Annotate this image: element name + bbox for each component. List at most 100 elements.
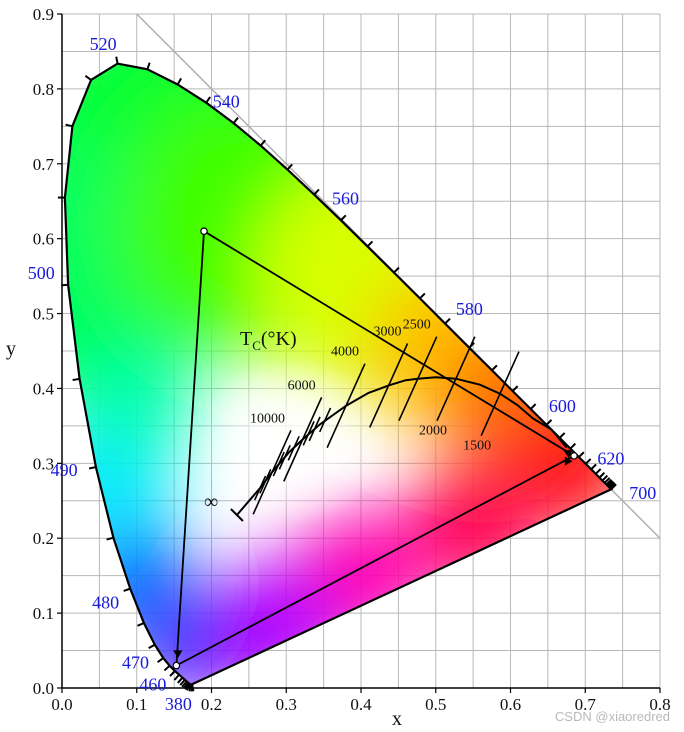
isotherm-major <box>283 397 323 482</box>
isotherm-minor <box>253 475 267 501</box>
wavelength-label: 460 <box>139 674 166 694</box>
y-tick-label: 0.9 <box>33 5 54 24</box>
locus-tick <box>584 458 592 465</box>
locus-tick <box>156 657 164 663</box>
x-axis-title: x <box>392 708 402 730</box>
isotherm-label: 2500 <box>403 318 431 333</box>
y-tick-label: 0.3 <box>33 454 54 473</box>
locus-tick <box>590 463 597 471</box>
x-tick-label: 0.1 <box>126 695 147 714</box>
wavelength-label: 600 <box>549 396 576 416</box>
locus-tick <box>595 468 602 475</box>
locus-tick <box>313 188 320 196</box>
locus-tick <box>569 442 577 450</box>
locus-tick <box>286 163 293 171</box>
color-blob <box>82 349 191 458</box>
y-axis-title: y <box>6 338 16 360</box>
x-tick-label: 0.2 <box>201 695 222 714</box>
locus-tick <box>511 385 519 392</box>
planckian-curve <box>236 376 568 516</box>
isotherm-label: 4000 <box>331 345 359 360</box>
x-tick-label: 0.4 <box>350 695 372 714</box>
y-tick-label: 0.2 <box>33 529 54 548</box>
locus-tick <box>444 317 451 325</box>
locus-tick <box>558 432 566 439</box>
isotherm-minor <box>308 416 321 442</box>
y-tick-label: 0.7 <box>33 155 55 174</box>
wavelength-label: 500 <box>28 263 55 283</box>
isotherm-label: 1500 <box>463 439 491 454</box>
y-tick-label: 0.1 <box>33 604 54 623</box>
planckian-end-cap <box>230 508 244 522</box>
wavelength-label: 490 <box>51 460 78 480</box>
wavelength-label: 480 <box>92 593 119 613</box>
isotherm-minor <box>278 445 291 470</box>
triangle-arrowhead <box>563 449 573 459</box>
isotherm-label: 6000 <box>288 378 316 393</box>
locus-tick <box>169 670 176 677</box>
locus-tick <box>232 116 239 124</box>
locus-tick <box>123 587 131 592</box>
locus-tick <box>177 677 184 684</box>
planckian-locus <box>230 336 568 522</box>
locus-tick <box>545 419 553 426</box>
triangle-arrowhead <box>173 650 183 659</box>
wavelength-label: 580 <box>456 299 483 319</box>
isotherm-minor <box>272 451 285 477</box>
locus-tick <box>146 62 151 70</box>
wavelength-label: 560 <box>332 189 359 209</box>
x-tick-label: 0.3 <box>276 695 297 714</box>
gamut-vertex <box>200 227 208 235</box>
locus-tick <box>491 364 498 372</box>
isotherm-minor <box>287 436 300 461</box>
x-tick-label: 0.6 <box>500 695 521 714</box>
isotherm-label: 2000 <box>419 424 447 439</box>
gamut-triangle <box>172 227 578 670</box>
locus-tick <box>603 477 611 484</box>
locus-tick <box>179 679 186 686</box>
locus-tick <box>610 483 617 490</box>
isotherm-major <box>326 363 366 448</box>
wavelength-label: 380 <box>165 694 192 714</box>
locus-tick <box>578 451 585 458</box>
locus-tick <box>148 643 156 649</box>
locus-tick <box>606 480 614 487</box>
isotherm-minor <box>318 407 332 433</box>
locus-tick <box>115 56 119 64</box>
locus-tick <box>181 680 188 688</box>
y-tick-label: 0.8 <box>33 80 54 99</box>
locus-tick <box>65 123 73 128</box>
locus-tick <box>393 266 400 274</box>
gamut-vertex <box>570 452 578 460</box>
white-point-glow <box>198 355 389 526</box>
x-tick-label: 0.8 <box>649 695 670 714</box>
isotherm-major <box>436 336 476 422</box>
locus-tick <box>598 471 606 479</box>
wavelength-label: 700 <box>629 483 656 503</box>
locus-tick <box>259 139 267 147</box>
y-tick-label: 0.4 <box>33 379 55 398</box>
spectral-locus <box>57 56 617 692</box>
isotherm-minor <box>259 468 272 494</box>
axes: 0.0 0.1 0.2 0.3 0.4 0.5 0.6 0.7 0.8 0.0 0.1 0.2 0.3 0… <box>33 5 671 714</box>
locus-tick <box>84 74 92 81</box>
y-tick-label: 0.5 <box>33 305 54 324</box>
watermark: CSDN @xiaoredred <box>554 709 670 724</box>
locus-tick <box>185 683 191 691</box>
locus-tick <box>340 214 347 222</box>
locus-tick <box>163 665 171 672</box>
locus-tick <box>419 292 426 300</box>
gamut-vertex <box>172 661 181 670</box>
locus-tick <box>529 403 537 410</box>
x-tick-label: 0.5 <box>425 695 446 714</box>
locus-tick <box>106 536 114 541</box>
wavelength-label: 470 <box>122 652 149 672</box>
locus-tick <box>137 622 145 627</box>
locus-tick <box>173 674 180 681</box>
y-tick-label: 0.6 <box>33 230 54 249</box>
wavelength-label: 620 <box>597 448 624 468</box>
locus-tick <box>176 77 182 85</box>
x-tick-label: 0.0 <box>51 695 72 714</box>
